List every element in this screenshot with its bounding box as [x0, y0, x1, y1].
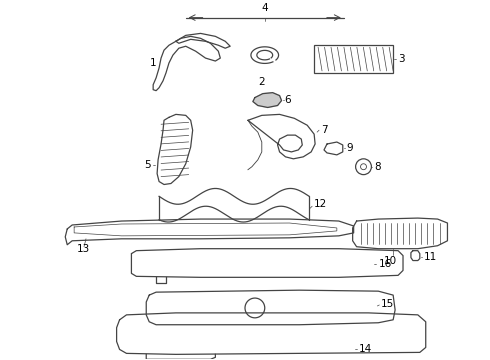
Text: 14: 14 — [359, 345, 372, 355]
Text: 15: 15 — [381, 299, 394, 309]
Text: 12: 12 — [314, 199, 327, 209]
Text: 1: 1 — [149, 58, 156, 68]
Text: 3: 3 — [398, 54, 405, 64]
Text: 2: 2 — [259, 77, 265, 87]
Text: 4: 4 — [262, 3, 268, 13]
Text: 11: 11 — [424, 252, 437, 262]
Text: 13: 13 — [77, 244, 90, 254]
Text: 16: 16 — [378, 258, 392, 269]
Text: 5: 5 — [145, 160, 151, 170]
Text: 10: 10 — [384, 256, 397, 266]
Text: 7: 7 — [321, 125, 328, 135]
Polygon shape — [253, 93, 282, 108]
Text: 8: 8 — [374, 162, 381, 172]
Text: 9: 9 — [347, 143, 353, 153]
Bar — [314, 45, 393, 73]
Text: 6: 6 — [285, 95, 291, 104]
